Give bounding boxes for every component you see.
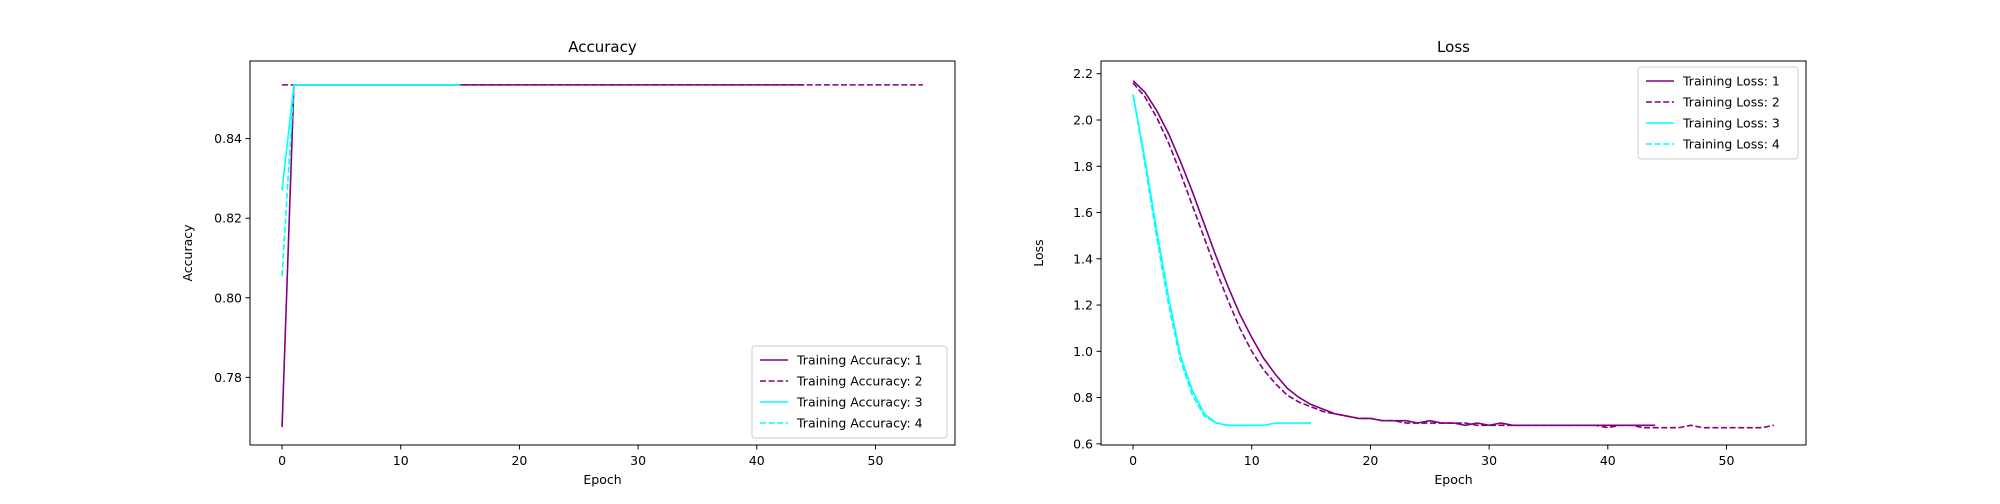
x-tick-label: 20	[1362, 453, 1378, 468]
legend-label: Training Loss: 3	[1682, 116, 1780, 131]
series-line-2	[1132, 82, 1775, 429]
y-axis-label: Accuracy	[180, 224, 195, 282]
y-axis-label: Loss	[1031, 239, 1046, 266]
legend: Training Accuracy: 1 Training Accuracy: 2…	[751, 345, 948, 439]
legend-box	[751, 345, 948, 439]
series-line-4	[1132, 94, 1252, 427]
x-tick-label: 0	[278, 453, 286, 468]
x-tick-label: 0	[1129, 453, 1137, 468]
x-tick-label: 50	[1719, 453, 1735, 468]
x-tick-label: 10	[1244, 453, 1260, 468]
x-tick-label: 30	[630, 453, 646, 468]
y-tick-label: 2.0	[1073, 112, 1093, 127]
chart-title: Loss	[1437, 38, 1470, 56]
series-line-3	[1132, 94, 1312, 427]
legend-label: Training Loss: 4	[1682, 137, 1780, 152]
y-tick-label: 0.78	[214, 370, 242, 385]
legend-label: Training Accuracy: 3	[796, 395, 923, 410]
y-tick-label: 0.6	[1073, 436, 1093, 451]
x-axis-label: Epoch	[583, 472, 621, 487]
x-tick-label: 10	[393, 453, 409, 468]
legend-label: Training Accuracy: 4	[796, 416, 923, 431]
y-tick-label: 0.82	[214, 211, 242, 226]
chart-1: 0 10 20 30 40 50 0.6 0.8 1.0 1.2 1.4 1.6 1.8 2.0 2.2 Lo…	[1031, 38, 1807, 487]
series-line-4	[281, 84, 461, 276]
x-axis-label: Epoch	[1434, 472, 1472, 487]
y-tick-label: 1.0	[1073, 344, 1093, 359]
y-tick-label: 1.4	[1073, 251, 1093, 266]
x-tick-label: 30	[1481, 453, 1497, 468]
series-group	[281, 84, 923, 428]
legend-label: Training Accuracy: 2	[796, 374, 923, 389]
y-tick-label: 0.8	[1073, 390, 1093, 405]
legend-box	[1637, 66, 1799, 160]
y-tick-label: 0.84	[214, 131, 242, 146]
legend-label: Training Accuracy: 1	[796, 353, 923, 368]
x-tick-label: 50	[868, 453, 884, 468]
legend-label: Training Loss: 1	[1682, 74, 1780, 89]
x-tick-label: 20	[511, 453, 527, 468]
x-tick-label: 40	[1600, 453, 1616, 468]
chart-title: Accuracy	[568, 38, 637, 56]
chart-0: 0 10 20 30 40 50 0.78 0.80 0.82 0.84 Accuracy Epoch…	[180, 38, 956, 487]
y-tick-label: 0.80	[214, 290, 242, 305]
series-group	[1132, 80, 1775, 429]
legend-label: Training Loss: 2	[1682, 95, 1780, 110]
axes-frame	[249, 60, 956, 446]
y-tick-label: 1.2	[1073, 298, 1093, 313]
y-tick-label: 1.6	[1073, 205, 1093, 220]
legend: Training Loss: 1 Training Loss: 2 Training…	[1637, 66, 1799, 160]
y-tick-label: 2.2	[1073, 66, 1093, 81]
y-tick-label: 1.8	[1073, 159, 1093, 174]
x-tick-label: 40	[749, 453, 765, 468]
axes-frame	[1100, 60, 1807, 446]
